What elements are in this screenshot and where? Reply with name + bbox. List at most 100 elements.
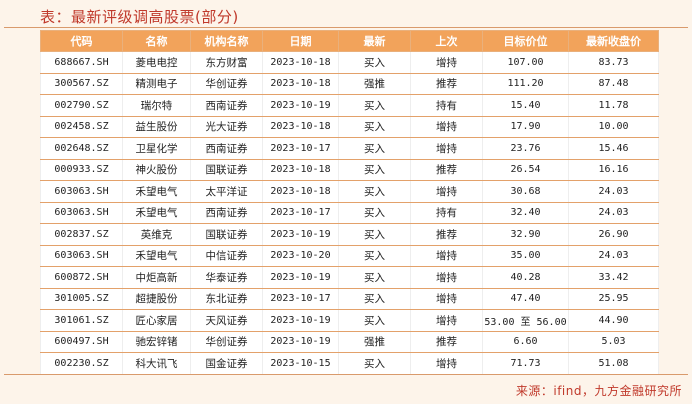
cell-institution: 国联证券	[190, 159, 263, 181]
cell-name: 益生股份	[122, 116, 191, 138]
cell-target-price: 32.40	[482, 202, 569, 224]
cell-latest: 强推	[338, 73, 411, 95]
cell-institution: 国联证券	[190, 223, 263, 246]
table-row: 002458.SZ 益生股份 光大证券 2023-10-18 买入 增持 17.90 10.0…	[40, 116, 659, 138]
cell-latest: 买入	[338, 137, 411, 160]
cell-latest: 买入	[338, 309, 411, 332]
cell-close-price: 33.42	[568, 266, 659, 289]
cell-date: 2023-10-18	[262, 180, 339, 203]
table-row: 002837.SZ 英维克 国联证券 2023-10-19 买入 推荐 32.90 26.90	[40, 223, 659, 246]
cell-institution: 东北证券	[190, 288, 263, 310]
cell-close-price: 24.03	[568, 202, 659, 224]
cell-latest: 买入	[338, 180, 411, 203]
cell-name: 禾望电气	[122, 245, 191, 267]
cell-name: 驰宏锌锗	[122, 331, 191, 353]
table-row: 002230.SZ 科大讯飞 国金证券 2023-10-15 买入 增持 71.73 51.0…	[40, 352, 659, 375]
cell-code: 002648.SZ	[40, 137, 123, 160]
cell-institution: 西南证券	[190, 202, 263, 224]
cell-previous: 推荐	[410, 73, 483, 95]
cell-name: 神火股份	[122, 159, 191, 181]
cell-previous: 推荐	[410, 223, 483, 246]
cell-close-price: 16.16	[568, 159, 659, 181]
table-title: 表：最新评级调高股票(部分)	[40, 8, 239, 26]
cell-close-price: 26.90	[568, 223, 659, 246]
cell-code: 688667.SH	[40, 51, 123, 74]
cell-code: 600872.SH	[40, 266, 123, 289]
cell-name: 菱电电控	[122, 51, 191, 74]
cell-target-price: 71.73	[482, 352, 569, 375]
cell-target-price: 6.60	[482, 331, 569, 353]
cell-institution: 华创证券	[190, 73, 263, 95]
cell-close-price: 83.73	[568, 51, 659, 74]
cell-latest: 买入	[338, 51, 411, 74]
rating-upgrade-table: 代码 名称 机构名称 日期 最新 上次 目标价位 最新收盘价 688667.SH…	[40, 30, 659, 375]
cell-code: 603063.SH	[40, 202, 123, 224]
cell-target-price: 40.28	[482, 266, 569, 289]
cell-name: 中炬高新	[122, 266, 191, 289]
cell-date: 2023-10-18	[262, 51, 339, 74]
cell-name: 禾望电气	[122, 180, 191, 203]
cell-target-price: 15.40	[482, 94, 569, 117]
table-row: 688667.SH 菱电电控 东方财富 2023-10-18 买入 增持 107.00 83.…	[40, 51, 659, 74]
cell-close-price: 51.08	[568, 352, 659, 375]
cell-date: 2023-10-20	[262, 245, 339, 267]
cell-previous: 持有	[410, 94, 483, 117]
table-body: 688667.SH 菱电电控 东方财富 2023-10-18 买入 增持 107.00 83.…	[40, 51, 659, 375]
column-header-code: 代码	[40, 30, 123, 52]
cell-institution: 国金证券	[190, 352, 263, 375]
cell-date: 2023-10-15	[262, 352, 339, 375]
cell-close-price: 15.46	[568, 137, 659, 160]
table-row: 002790.SZ 瑞尔特 西南证券 2023-10-19 买入 持有 15.40 11.78	[40, 94, 659, 117]
table-header-row: 代码 名称 机构名称 日期 最新 上次 目标价位 最新收盘价	[40, 30, 659, 52]
cell-latest: 买入	[338, 223, 411, 246]
cell-name: 禾望电气	[122, 202, 191, 224]
cell-close-price: 24.03	[568, 245, 659, 267]
cell-target-price: 47.40	[482, 288, 569, 310]
cell-latest: 买入	[338, 245, 411, 267]
cell-institution: 天风证券	[190, 309, 263, 332]
cell-date: 2023-10-17	[262, 202, 339, 224]
cell-target-price: 32.90	[482, 223, 569, 246]
cell-code: 000933.SZ	[40, 159, 123, 181]
table-row: 600497.SH 驰宏锌锗 华创证券 2023-10-19 强推 推荐 6.60 5.03	[40, 331, 659, 353]
cell-code: 002837.SZ	[40, 223, 123, 246]
column-header-close-price: 最新收盘价	[568, 30, 659, 52]
cell-target-price: 53.00 至 56.00	[482, 309, 569, 332]
cell-close-price: 11.78	[568, 94, 659, 117]
cell-code: 301005.SZ	[40, 288, 123, 310]
title-divider	[4, 27, 688, 28]
table-row: 600872.SH 中炬高新 华泰证券 2023-10-19 买入 增持 40.28 33.4…	[40, 266, 659, 289]
table-row: 301061.SZ 匠心家居 天风证券 2023-10-19 买入 增持 53.00 至 5…	[40, 309, 659, 332]
cell-target-price: 107.00	[482, 51, 569, 74]
cell-close-price: 25.95	[568, 288, 659, 310]
cell-previous: 增持	[410, 309, 483, 332]
cell-institution: 西南证券	[190, 137, 263, 160]
cell-latest: 买入	[338, 94, 411, 117]
cell-previous: 增持	[410, 180, 483, 203]
cell-date: 2023-10-19	[262, 331, 339, 353]
cell-code: 300567.SZ	[40, 73, 123, 95]
cell-name: 瑞尔特	[122, 94, 191, 117]
cell-name: 超捷股份	[122, 288, 191, 310]
column-header-date: 日期	[262, 30, 339, 52]
cell-close-price: 24.03	[568, 180, 659, 203]
cell-institution: 光大证券	[190, 116, 263, 138]
table-row: 002648.SZ 卫星化学 西南证券 2023-10-17 买入 增持 23.76 15.4…	[40, 137, 659, 160]
cell-date: 2023-10-18	[262, 159, 339, 181]
cell-date: 2023-10-19	[262, 309, 339, 332]
cell-institution: 华泰证券	[190, 266, 263, 289]
cell-name: 匠心家居	[122, 309, 191, 332]
column-header-target-price: 目标价位	[482, 30, 569, 52]
column-header-institution: 机构名称	[190, 30, 263, 52]
cell-institution: 东方财富	[190, 51, 263, 74]
cell-previous: 增持	[410, 266, 483, 289]
table-row: 301005.SZ 超捷股份 东北证券 2023-10-17 买入 增持 47.40 25.9…	[40, 288, 659, 310]
cell-target-price: 17.90	[482, 116, 569, 138]
cell-latest: 买入	[338, 352, 411, 375]
cell-institution: 中信证券	[190, 245, 263, 267]
cell-latest: 买入	[338, 266, 411, 289]
cell-institution: 太平洋证	[190, 180, 263, 203]
cell-code: 002230.SZ	[40, 352, 123, 375]
cell-code: 002790.SZ	[40, 94, 123, 117]
